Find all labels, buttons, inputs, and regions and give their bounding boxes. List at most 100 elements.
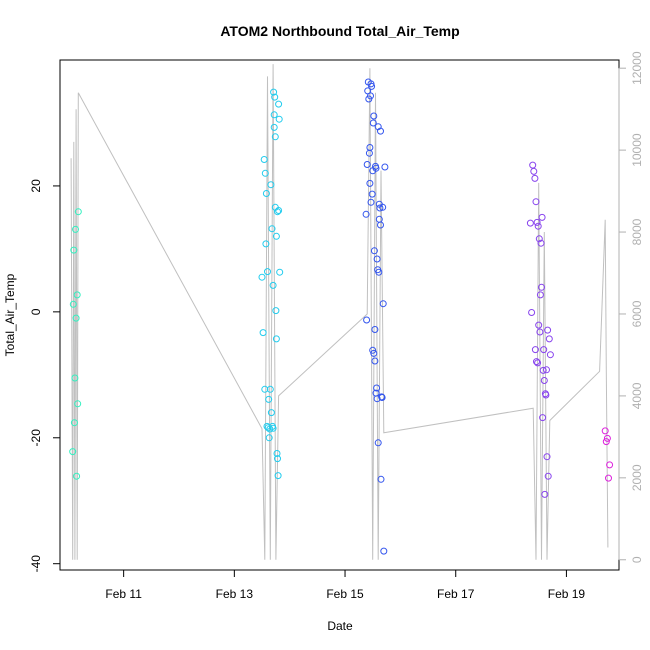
data-point	[370, 349, 378, 357]
data-point	[72, 314, 80, 322]
data-point	[369, 346, 377, 354]
data-point	[366, 144, 374, 151]
data-point	[381, 163, 389, 171]
data-point	[267, 181, 275, 189]
x-tick-label: Feb 11	[105, 587, 142, 601]
data-point	[263, 422, 271, 430]
data-point	[376, 204, 384, 212]
data-point	[269, 424, 277, 432]
data-point	[264, 424, 272, 432]
data-point	[261, 385, 269, 393]
y2-tick-label: 4000	[630, 382, 644, 409]
data-point	[379, 203, 387, 211]
data-point	[541, 390, 549, 398]
data-point	[380, 547, 388, 555]
data-point	[74, 400, 82, 408]
data-point	[261, 169, 269, 177]
data-point	[273, 450, 281, 457]
data-point	[538, 213, 546, 221]
x-tick-label: Feb 17	[437, 587, 475, 601]
y-tick-label: 0	[29, 308, 43, 315]
data-point	[368, 190, 376, 198]
data-point	[269, 281, 277, 289]
data-point	[535, 321, 543, 329]
data-point	[544, 472, 552, 480]
y-tick-label: -40	[29, 555, 43, 573]
data-point	[272, 232, 280, 240]
y2-tick-label: 0	[630, 556, 644, 563]
data-point	[531, 174, 539, 182]
data-point	[363, 161, 371, 168]
data-point	[369, 119, 377, 127]
data-point	[374, 439, 382, 447]
data-point	[529, 161, 537, 169]
data-point	[537, 239, 545, 247]
data-point	[543, 453, 551, 461]
y-axis: -40 -20 0 20	[29, 179, 61, 573]
data-point	[538, 283, 545, 291]
data-point	[370, 247, 378, 255]
data-point	[70, 246, 78, 254]
data-point	[363, 316, 371, 324]
data-point	[373, 384, 381, 392]
data-point	[371, 357, 379, 365]
data-point	[539, 366, 547, 374]
data-point	[377, 221, 384, 229]
y-tick-label: -20	[29, 429, 43, 447]
data-point	[73, 291, 81, 299]
y2-tick-label: 8000	[630, 218, 644, 245]
data-point	[262, 190, 270, 197]
data-point	[259, 329, 267, 337]
data-point	[535, 235, 543, 243]
data-point	[265, 395, 273, 403]
x-tick-label: Feb 13	[216, 587, 254, 601]
y2-tick-label: 12000	[630, 51, 644, 85]
data-point	[546, 351, 554, 359]
data-point	[258, 273, 266, 281]
data-point	[540, 377, 548, 384]
data-point	[534, 359, 542, 367]
data-point	[270, 111, 278, 119]
y2-tick-label: 10000	[630, 133, 644, 167]
data-point	[270, 88, 278, 96]
data-point	[606, 461, 614, 469]
data-point	[275, 100, 283, 108]
data-point	[536, 328, 544, 336]
points-layer	[69, 78, 614, 555]
y2-tick-label: 2000	[630, 464, 644, 491]
data-point	[73, 472, 81, 480]
data-point	[74, 208, 82, 216]
data-point	[377, 475, 385, 483]
secondary-y-axis: 0 2000 4000 6000 8000 10000 12000	[618, 51, 644, 563]
data-point	[532, 198, 540, 206]
data-point	[275, 207, 283, 214]
data-point	[272, 335, 280, 343]
data-point	[262, 240, 270, 248]
data-point	[274, 455, 281, 463]
data-point	[601, 427, 609, 435]
data-point	[534, 222, 542, 230]
data-point	[374, 123, 382, 131]
data-point	[362, 210, 370, 218]
data-point	[605, 474, 612, 482]
data-point	[373, 255, 381, 263]
x-tick-label: Feb 19	[548, 587, 586, 601]
data-point	[367, 198, 375, 206]
data-point	[268, 225, 276, 233]
y-axis-label: Total_Air_Temp	[3, 273, 17, 356]
y2-tick-label: 6000	[630, 300, 644, 327]
data-point	[267, 409, 275, 417]
data-point	[541, 490, 549, 498]
data-point	[70, 419, 78, 427]
data-point	[69, 448, 77, 456]
data-point	[265, 434, 273, 442]
data-point	[274, 472, 282, 480]
data-point	[270, 123, 278, 131]
data-point	[539, 414, 547, 422]
data-point	[274, 208, 281, 216]
data-point	[69, 300, 77, 308]
data-point	[543, 366, 550, 374]
data-point	[530, 167, 538, 175]
data-point	[536, 291, 544, 299]
